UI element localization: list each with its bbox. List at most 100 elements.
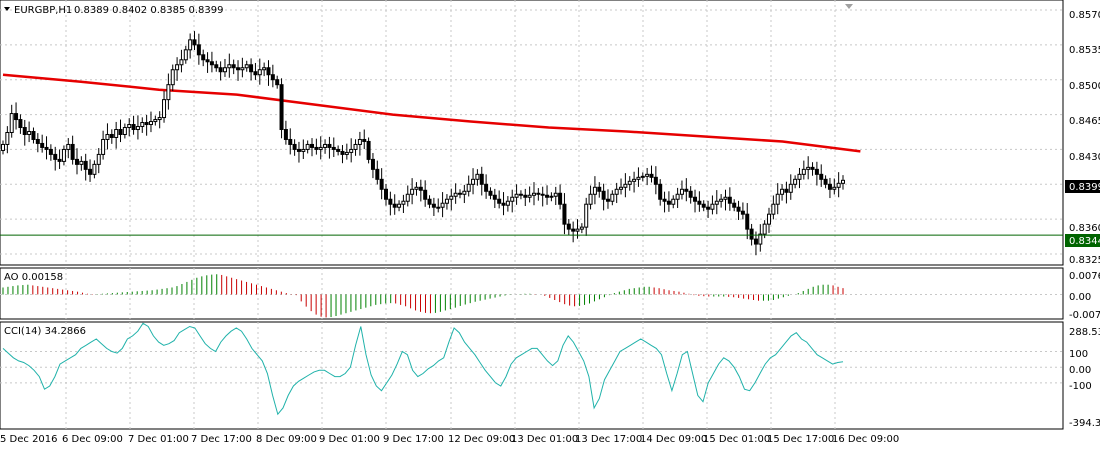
candle-body (170, 69, 175, 86)
candle-body (48, 148, 53, 155)
candle (780, 184, 785, 201)
candle (623, 173, 628, 198)
candle-body (436, 206, 441, 209)
time-axis[interactable]: 5 Dec 2016 6 Dec 09:00 7 Dec 01:00 7 Dec… (0, 434, 899, 445)
candle-body (209, 61, 214, 66)
ao-tick: -0.00706 (1069, 310, 1100, 321)
candle-body (310, 143, 315, 148)
candle (14, 102, 19, 130)
candle (70, 135, 75, 165)
candlestick-series[interactable] (1, 31, 845, 256)
candle-body (27, 131, 32, 135)
candle (584, 197, 589, 236)
candle-body (109, 133, 114, 138)
candle (379, 168, 384, 200)
candle (423, 180, 428, 207)
candle-body (797, 173, 802, 180)
candle (214, 60, 219, 72)
candle (375, 160, 380, 185)
grid (0, 0, 1063, 429)
candle (22, 119, 27, 146)
candle (444, 194, 449, 210)
candle (597, 182, 602, 198)
candle (83, 153, 88, 181)
candle-body (414, 186, 419, 190)
candle-body (732, 202, 737, 208)
main-panel-frame (0, 0, 1064, 266)
candle-body (375, 168, 380, 180)
candle-body (175, 64, 180, 71)
candle (462, 184, 467, 204)
candle-body (353, 143, 358, 150)
candle (9, 104, 14, 138)
candle (427, 195, 432, 209)
support-price-value: 0.8344 (1069, 236, 1100, 247)
candle (236, 60, 241, 81)
candle (836, 172, 841, 198)
candle-body (453, 192, 458, 197)
candle-body (775, 193, 780, 205)
candle (701, 200, 706, 212)
time-tick: 5 Dec 2016 (0, 434, 58, 445)
candle (823, 175, 828, 189)
candle-body (736, 206, 741, 212)
candle-body (675, 193, 680, 200)
candle (109, 129, 114, 144)
candle-body (153, 119, 158, 123)
candle-body (671, 198, 676, 205)
candle (479, 166, 484, 196)
candle-body (697, 200, 702, 205)
candle (88, 159, 93, 182)
candle (658, 179, 663, 206)
candle-body (827, 183, 832, 190)
candle (122, 123, 127, 139)
candle-body (349, 148, 354, 153)
candle-body (144, 122, 149, 126)
candle-body (444, 198, 449, 204)
candle-body (706, 206, 711, 210)
candle (283, 120, 288, 145)
candle (810, 162, 815, 176)
candle (475, 169, 480, 186)
cci-label: CCI(14) 34.2866 (4, 326, 86, 337)
candle-body (222, 67, 227, 73)
candle-body (527, 194, 532, 198)
candle (131, 115, 136, 135)
candle-body (292, 143, 297, 150)
candle (148, 111, 153, 133)
candle-body (536, 192, 541, 195)
candle-body (505, 200, 510, 206)
candle-body (679, 188, 684, 195)
candle (92, 160, 97, 179)
candle (196, 33, 201, 65)
candle-body (793, 178, 798, 185)
candle-body (488, 190, 493, 196)
candle-body (35, 138, 40, 144)
candle-body (340, 150, 345, 155)
candle-body (344, 151, 349, 155)
time-tick: 8 Dec 09:00 (256, 434, 317, 445)
time-tick: 14 Dec 09:00 (640, 434, 707, 445)
candle-body (31, 131, 36, 140)
symbol-dropdown-icon[interactable] (4, 7, 10, 11)
candle (61, 145, 66, 166)
candle (710, 195, 715, 215)
candle (344, 143, 349, 160)
candle (806, 156, 811, 180)
candle-body (601, 190, 606, 200)
chart-shift-marker[interactable] (845, 4, 853, 9)
candle (127, 118, 132, 137)
price-tick: 0.8535 (1069, 45, 1100, 56)
candle-body (479, 173, 484, 185)
candle (536, 188, 541, 201)
candle-body (549, 195, 554, 198)
candle-body (610, 193, 615, 202)
candle-body (418, 186, 423, 191)
candle (249, 58, 254, 81)
candle-body (114, 129, 119, 138)
time-tick: 13 Dec 17:00 (575, 434, 642, 445)
candle (384, 184, 389, 206)
candle-body (819, 173, 824, 180)
